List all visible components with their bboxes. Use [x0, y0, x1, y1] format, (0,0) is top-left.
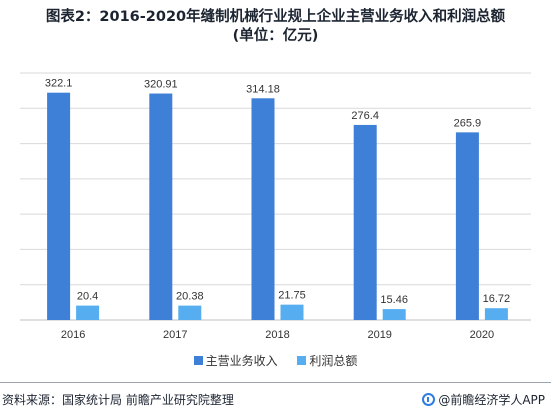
data-label-profit: 16.72 [483, 293, 511, 305]
legend-swatch-profit [297, 356, 307, 365]
data-label-profit: 21.75 [278, 290, 306, 302]
bar-profit [76, 305, 100, 320]
brand-name: @前瞻经济学人APP [438, 393, 545, 407]
legend-label-revenue: 主营业务收入 [205, 354, 278, 368]
x-tick-label: 2017 [163, 329, 187, 341]
bars [47, 92, 508, 321]
legend-item-revenue: 主营业务收入 [193, 352, 278, 369]
data-labels: 322.1 20.4 320.91 20.38 314.18 21.75 276.4 15.4… [45, 78, 510, 306]
data-label-revenue: 320.91 [144, 79, 178, 91]
bar-revenue [251, 98, 275, 320]
chart-title-unit: (单位：亿元) [232, 28, 319, 44]
bar-revenue [149, 93, 173, 320]
x-tick-label: 2016 [61, 329, 85, 341]
bar-profit [382, 309, 406, 320]
data-label-profit: 20.4 [77, 291, 98, 303]
bar-revenue [353, 124, 377, 320]
legend-swatch-revenue [193, 356, 203, 365]
footer-divider [0, 382, 551, 383]
data-label-revenue: 322.1 [45, 78, 73, 90]
chart-title-line1: 图表2：2016-2020年缝制机械行业规上企业主营业务收入和利润总额 [45, 9, 506, 25]
data-label-profit: 15.46 [380, 294, 408, 306]
legend-label-profit: 利润总额 [309, 354, 358, 368]
x-tick-label: 2019 [367, 329, 391, 341]
x-tick-label: 2020 [470, 329, 494, 341]
gridlines [20, 72, 531, 321]
brand-mark: @前瞻经济学人APP [422, 391, 545, 408]
data-label-revenue: 314.18 [246, 83, 280, 95]
legend: 主营业务收入 利润总额 [0, 352, 551, 369]
x-axis-tick-labels: 2016 2017 2018 2019 2020 [61, 329, 494, 341]
x-tick-label: 2018 [265, 329, 289, 341]
data-label-revenue: 276.4 [351, 110, 379, 122]
data-label-profit: 20.38 [176, 291, 204, 303]
brand-logo-icon [422, 393, 436, 406]
source-note: 资料来源：国家统计局 前瞻产业研究院整理 [2, 393, 234, 407]
bar-revenue [455, 132, 479, 320]
data-label-revenue: 265.9 [454, 117, 482, 129]
legend-item-profit: 利润总额 [297, 352, 357, 369]
bar-revenue [47, 92, 71, 321]
bar-profit [280, 304, 304, 320]
bar-profit [484, 308, 508, 320]
chart-title: 图表2：2016-2020年缝制机械行业规上企业主营业务收入和利润总额 (单位：… [0, 8, 551, 46]
bar-profit [178, 305, 202, 320]
footer: 资料来源：国家统计局 前瞻产业研究院整理 @前瞻经济学人APP [0, 389, 551, 411]
